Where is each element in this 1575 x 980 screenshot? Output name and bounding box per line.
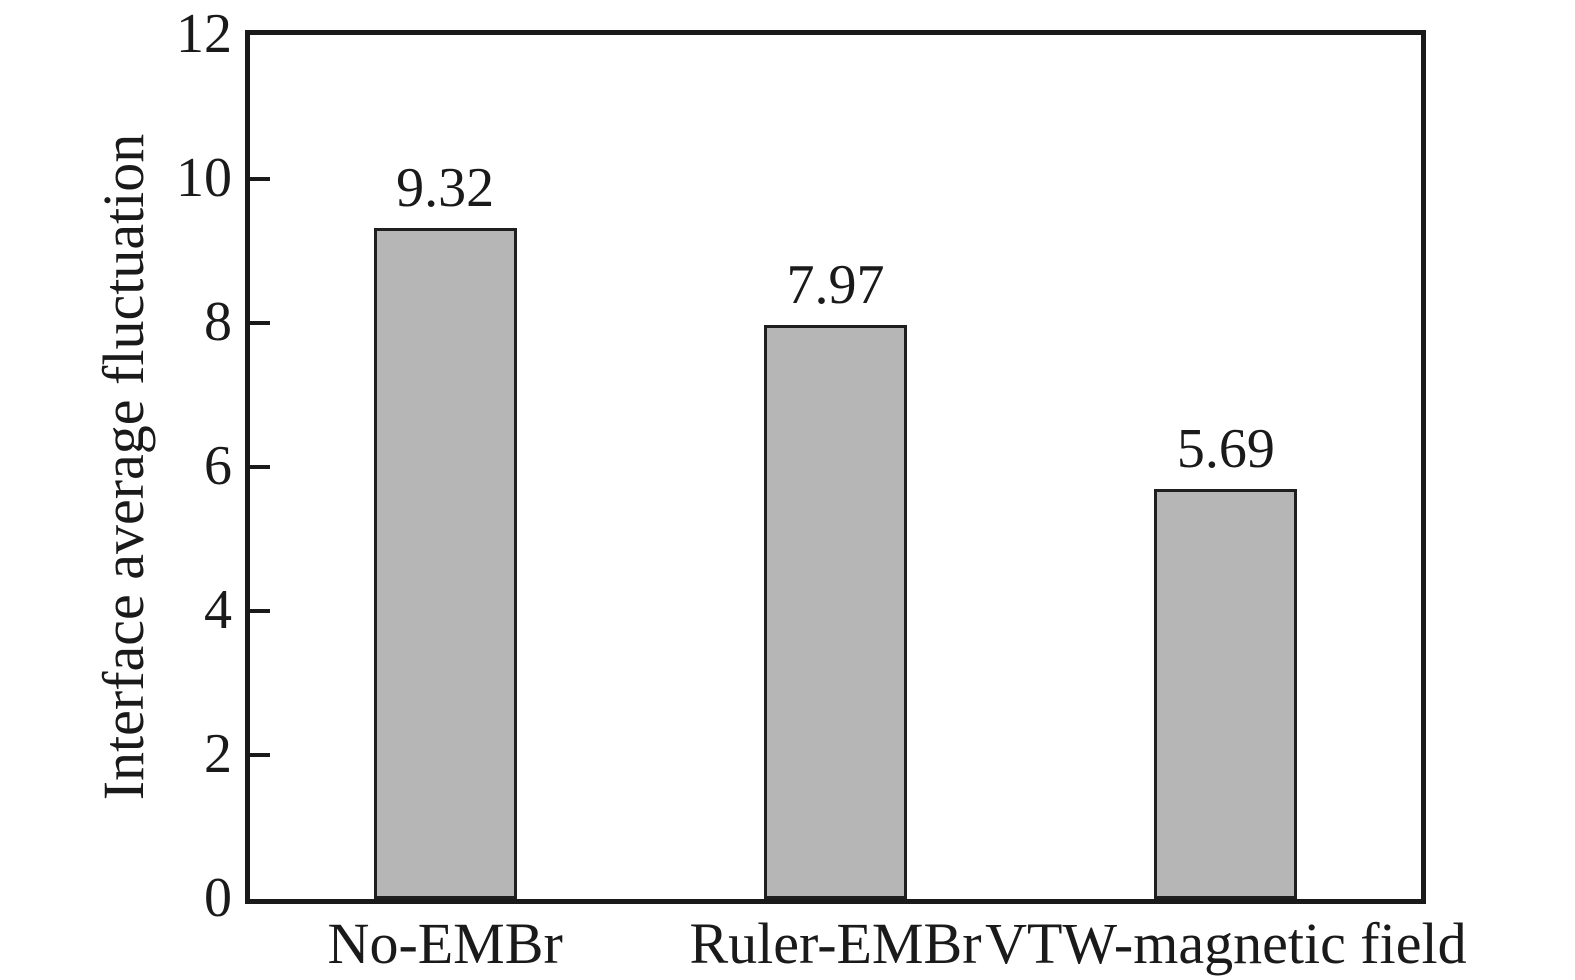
- plot-area: [245, 30, 1426, 904]
- y-tick-label: 0: [204, 866, 232, 929]
- y-tick-label: 6: [204, 434, 232, 497]
- y-tick-label: 2: [204, 722, 232, 785]
- bar: [764, 325, 907, 899]
- x-category-label: Ruler-EMBr: [689, 911, 982, 976]
- x-category-label: No-EMBr: [327, 911, 563, 976]
- y-tick-mark: [250, 609, 270, 613]
- y-tick-label: 8: [204, 290, 232, 353]
- bar: [373, 227, 517, 899]
- bar: [1154, 489, 1298, 899]
- y-tick-mark: [250, 177, 270, 181]
- bar-value-label: 5.69: [1176, 418, 1275, 481]
- y-tick-mark: [250, 753, 270, 757]
- bar-value-label: 9.32: [396, 156, 495, 219]
- bar-value-label: 7.97: [786, 254, 885, 317]
- y-tick-mark: [250, 321, 270, 325]
- x-category-label: VTW-magnetic field: [985, 911, 1467, 976]
- y-tick-label: 4: [204, 578, 232, 641]
- y-tick-label: 10: [176, 146, 232, 209]
- y-tick-mark: [250, 465, 270, 469]
- y-tick-label: 12: [176, 2, 232, 65]
